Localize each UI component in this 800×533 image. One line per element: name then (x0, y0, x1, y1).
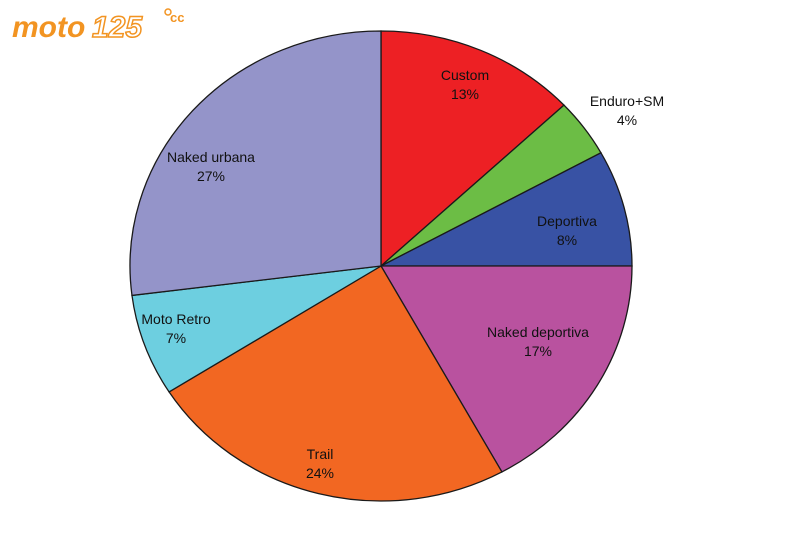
pie-slice-naked-deportiva (379, 265, 633, 473)
slice-value-label: 8% (557, 232, 577, 248)
logo-ring-icon (164, 8, 172, 16)
pie-slice-deportiva (380, 151, 633, 267)
slice-value-label: 17% (524, 343, 552, 359)
slice-value-label: 27% (197, 168, 225, 184)
slice-label: Naked deportiva (487, 324, 589, 340)
pie-slice-naked-urbana (129, 30, 382, 297)
slice-value-label: 24% (306, 465, 334, 481)
moto125cc-logo: moto 125 cc (12, 8, 184, 44)
slice-label: Trail (307, 446, 334, 462)
pie-slice-moto-retro (131, 265, 382, 393)
logo-text-main: moto (12, 11, 85, 44)
pie-slice-custom (380, 30, 565, 268)
pie-labels: Custom 13% Enduro+SM 4% Deportiva 8% Naked dep… (141, 67, 664, 481)
slice-label: Custom (441, 67, 489, 83)
slice-label: Naked urbana (167, 149, 255, 165)
slice-label: Moto Retro (141, 311, 210, 327)
slice-label: Deportiva (537, 213, 597, 229)
slice-value-label: 7% (166, 330, 186, 346)
slice-value-label: 13% (451, 86, 479, 102)
slice-label: Enduro+SM (590, 93, 664, 109)
logo-text-number: 125 (92, 11, 143, 44)
logo-text-suffix: cc (170, 10, 184, 25)
pie-slices (129, 30, 633, 502)
slice-value-label: 4% (617, 112, 637, 128)
pie-slice-trail (168, 265, 503, 502)
